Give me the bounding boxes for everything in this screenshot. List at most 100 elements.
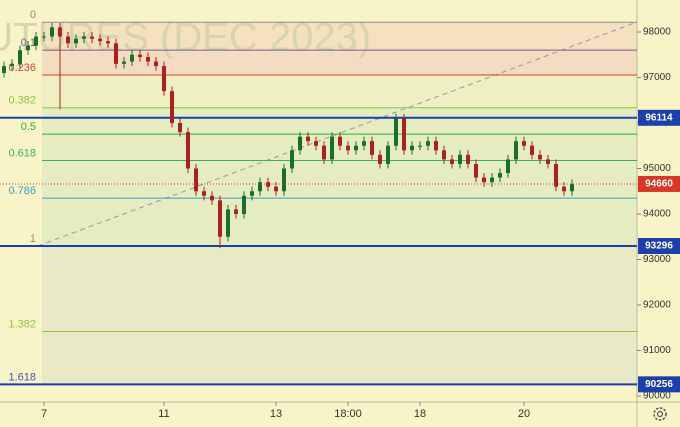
- candle-body: [410, 145, 414, 151]
- candle-body: [474, 163, 478, 178]
- candle-body: [242, 195, 246, 214]
- candle-body: [522, 141, 526, 146]
- candle-body: [234, 209, 238, 214]
- candle-body: [346, 145, 350, 151]
- candle-body: [562, 186, 566, 192]
- candle-body: [26, 45, 30, 51]
- fib-label: 1.618: [8, 371, 36, 383]
- x-tick-label: 13: [270, 408, 282, 420]
- price-tag: [638, 109, 680, 126]
- settings-icon[interactable]: [653, 407, 667, 421]
- fib-label: 1: [30, 233, 36, 245]
- candle-body: [450, 159, 454, 164]
- candle-body: [314, 141, 318, 146]
- fib-label: 0.382: [8, 95, 36, 107]
- candle-body: [130, 54, 134, 62]
- candle-body: [370, 141, 374, 155]
- x-tick-label: 18: [414, 408, 426, 420]
- candle-body: [418, 145, 422, 147]
- candle-body: [530, 145, 534, 155]
- candle-body: [306, 136, 310, 142]
- candle-body: [186, 132, 190, 169]
- y-tick-label: 95000: [643, 163, 671, 174]
- fib-zone: [42, 75, 637, 108]
- fib-label: 0: [30, 9, 36, 21]
- candle-body: [362, 141, 366, 146]
- candle-body: [202, 191, 206, 196]
- fib-label: 0.5: [21, 121, 36, 133]
- y-tick-label: 92000: [643, 300, 671, 311]
- candle-body: [274, 186, 278, 192]
- candle-body: [90, 36, 94, 39]
- candle-body: [434, 141, 438, 151]
- candle-body: [338, 136, 342, 146]
- price-tag-label: 90256: [645, 379, 673, 390]
- candle-body: [386, 145, 390, 164]
- candle-body: [482, 177, 486, 183]
- fib-label: 0.618: [8, 147, 36, 159]
- x-tick-label: 18:00: [334, 408, 362, 420]
- x-tick-label: 20: [518, 408, 530, 420]
- price-tag: [638, 238, 680, 255]
- candle-body: [18, 50, 22, 64]
- candle-body: [354, 145, 358, 151]
- candle-body: [178, 122, 182, 133]
- candle-body: [466, 154, 470, 164]
- candle-body: [2, 66, 6, 73]
- fib-zone: [42, 107, 637, 135]
- candle-body: [226, 209, 230, 237]
- watermark: FUTURES (DEC 2023): [0, 16, 371, 60]
- candle-body: [426, 141, 430, 146]
- candle-body: [290, 150, 294, 169]
- candle-body: [10, 63, 14, 67]
- y-tick-label: 90000: [643, 391, 671, 402]
- fib-label: 0.786: [8, 185, 36, 197]
- y-tick-label: 94000: [643, 209, 671, 220]
- price-tag: [638, 376, 680, 393]
- candle-body: [74, 38, 78, 44]
- candle-body: [330, 136, 334, 160]
- candle-body: [506, 159, 510, 174]
- fib-label: 0.236: [8, 62, 36, 74]
- candle-body: [106, 41, 110, 44]
- fib-zone: [42, 50, 637, 76]
- candle-body: [98, 38, 102, 42]
- candle-body: [66, 36, 70, 44]
- last-price-tag: [638, 175, 680, 192]
- candle-body: [298, 136, 302, 151]
- gear: [653, 407, 667, 421]
- candle-body: [570, 183, 574, 192]
- candle-body: [490, 177, 494, 183]
- candle-body: [162, 66, 166, 92]
- y-tick-label: 98000: [643, 27, 671, 38]
- candle-body: [114, 43, 118, 64]
- candle-body: [546, 159, 550, 164]
- last-price-label: 94660: [645, 179, 673, 190]
- candle-body: [282, 168, 286, 192]
- x-tick-label: 11: [158, 408, 169, 420]
- candle-body: [514, 141, 518, 160]
- zones: [42, 22, 637, 385]
- candle-body: [170, 91, 174, 123]
- price-tag-label: 93296: [645, 241, 673, 252]
- candle-body: [258, 182, 262, 192]
- candle-body: [378, 154, 382, 164]
- candle-body: [194, 168, 198, 192]
- candle-body: [42, 36, 46, 38]
- price-tag-label: 96114: [645, 112, 673, 123]
- fib-zone: [42, 198, 637, 247]
- fib-zone: [42, 331, 637, 385]
- candle-body: [154, 61, 158, 67]
- candle-body: [498, 173, 502, 178]
- candle-body: [138, 54, 142, 58]
- candle-body: [34, 36, 38, 46]
- candle-body: [50, 27, 54, 37]
- fib-zone: [42, 246, 637, 332]
- x-tick-label: 7: [41, 408, 47, 420]
- candle-body: [394, 118, 398, 146]
- fib-zone: [42, 160, 637, 199]
- candle-body: [442, 150, 446, 160]
- candle-body: [554, 163, 558, 187]
- candle-body: [146, 57, 150, 62]
- candle-body: [210, 195, 214, 201]
